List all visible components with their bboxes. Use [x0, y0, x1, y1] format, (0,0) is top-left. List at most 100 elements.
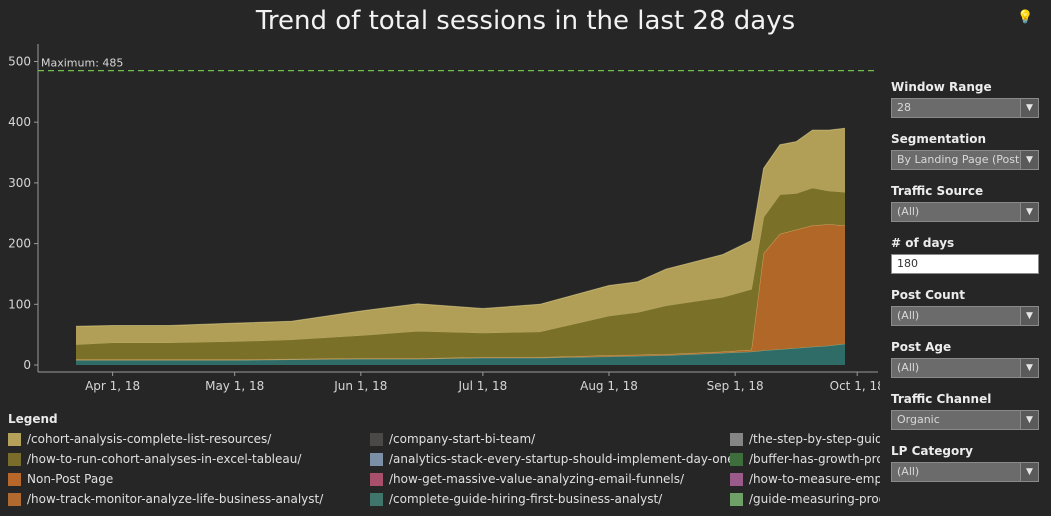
legend-swatch	[8, 472, 21, 486]
dropdown-value: By Landing Page (Post)	[897, 153, 1024, 166]
legend-column: /company-start-bi-team/ /analytics-stack-…	[370, 429, 739, 509]
filter-panel: Window Range 28 ▼ Segmentation By Landing Pa…	[891, 80, 1041, 496]
y-tick-label: 0	[23, 358, 31, 372]
legend-label: /how-track-monitor-analyze-life-business…	[27, 492, 324, 506]
x-tick-label: Jul 1, 18	[457, 379, 507, 393]
legend-swatch	[730, 452, 743, 466]
filter-label: Post Age	[891, 340, 952, 354]
filter-label: Traffic Source	[891, 184, 984, 198]
traffic-source-dropdown[interactable]: (All) ▼	[891, 202, 1039, 222]
chevron-down-icon[interactable]: ▼	[1020, 151, 1038, 169]
chevron-down-icon[interactable]: ▼	[1020, 411, 1038, 429]
filter-label: Traffic Channel	[891, 392, 992, 406]
filter-label: Segmentation	[891, 132, 987, 146]
legend-swatch	[730, 432, 743, 446]
legend-item[interactable]: /the-step-by-step-guide	[730, 429, 880, 449]
x-tick-label: Sep 1, 18	[707, 379, 764, 393]
lightbulb-icon[interactable]: 💡	[1017, 10, 1034, 25]
legend-swatch	[8, 492, 21, 506]
dropdown-value: (All)	[897, 361, 920, 374]
legend-item[interactable]: Non-Post Page	[8, 469, 323, 489]
traffic-channel-dropdown[interactable]: Organic ▼	[891, 410, 1039, 430]
legend-item[interactable]: /cohort-analysis-complete-list-resources…	[8, 429, 323, 449]
chevron-down-icon[interactable]: ▼	[1020, 99, 1038, 117]
legend-label: /how-get-massive-value-analyzing-email-f…	[389, 472, 685, 486]
area-series	[76, 343, 845, 365]
dropdown-value: 28	[897, 101, 911, 114]
legend-column: /the-step-by-step-guide/buffer-has-growt…	[730, 429, 880, 509]
legend-item[interactable]: /analytics-stack-every-startup-should-im…	[370, 449, 739, 469]
post-age-dropdown[interactable]: (All) ▼	[891, 358, 1039, 378]
segmentation-dropdown[interactable]: By Landing Page (Post) ▼	[891, 150, 1039, 170]
chart-title: Trend of total sessions in the last 28 d…	[255, 6, 796, 36]
dropdown-value: Organic	[897, 413, 940, 426]
legend-item[interactable]: /how-to-measure-emplo	[730, 469, 880, 489]
filter-traffic_source: Traffic Source (All) ▼	[891, 184, 1041, 236]
legend-item[interactable]: /company-start-bi-team/	[370, 429, 739, 449]
x-tick-label: Apr 1, 18	[85, 379, 140, 393]
legend-swatch	[730, 492, 743, 506]
x-tick-label: Aug 1, 18	[580, 379, 638, 393]
legend-swatch	[370, 452, 383, 466]
legend-label: /how-to-measure-emplo	[749, 472, 880, 486]
legend-item[interactable]: /guide-measuring-prod	[730, 489, 880, 509]
num-days-input[interactable]: 180	[891, 254, 1039, 274]
filter-window_range: Window Range 28 ▼	[891, 80, 1041, 132]
legend-swatch	[370, 492, 383, 506]
legend-swatch	[8, 432, 21, 446]
legend-label: /guide-measuring-prod	[749, 492, 880, 506]
area-chart: 0 100 200 300 400 500 Apr 1, 18 May 1, 18 Jun 1,…	[8, 44, 880, 393]
dropdown-value: (All)	[897, 205, 920, 218]
legend-label: /company-start-bi-team/	[389, 432, 536, 446]
chevron-down-icon[interactable]: ▼	[1020, 307, 1038, 325]
filter-post_count: Post Count (All) ▼	[891, 288, 1041, 340]
legend-column: /cohort-analysis-complete-list-resources…	[8, 429, 323, 509]
filter-traffic_channel: Traffic Channel Organic ▼	[891, 392, 1041, 444]
area-series	[76, 224, 845, 361]
filter-label: LP Category	[891, 444, 973, 458]
legend-label: /cohort-analysis-complete-list-resources…	[27, 432, 272, 446]
legend-label: /complete-guide-hiring-first-business-an…	[389, 492, 663, 506]
legend-title: Legend	[8, 412, 58, 426]
legend-swatch	[370, 472, 383, 486]
legend-item[interactable]: /how-track-monitor-analyze-life-business…	[8, 489, 323, 509]
window-range-dropdown[interactable]: 28 ▼	[891, 98, 1039, 118]
post-count-dropdown[interactable]: (All) ▼	[891, 306, 1039, 326]
legend-label: /the-step-by-step-guide	[749, 432, 880, 446]
legend-label: /buffer-has-growth-pro	[749, 452, 880, 466]
chevron-down-icon[interactable]: ▼	[1020, 359, 1038, 377]
x-tick-label: Oct 1, 18	[830, 379, 880, 393]
lp-category-dropdown[interactable]: (All) ▼	[891, 462, 1039, 482]
legend-item[interactable]: /complete-guide-hiring-first-business-an…	[370, 489, 739, 509]
filter-label: Post Count	[891, 288, 965, 302]
dropdown-value: (All)	[897, 309, 920, 322]
chevron-down-icon[interactable]: ▼	[1020, 203, 1038, 221]
legend-item[interactable]: /how-get-massive-value-analyzing-email-f…	[370, 469, 739, 489]
legend-swatch	[370, 432, 383, 446]
filter-label: Window Range	[891, 80, 992, 94]
legend-item[interactable]: /how-to-run-cohort-analyses-in-excel-tab…	[8, 449, 323, 469]
legend-swatch	[8, 452, 21, 466]
y-tick-label: 400	[8, 115, 31, 129]
legend-label: /how-to-run-cohort-analyses-in-excel-tab…	[27, 452, 302, 466]
y-tick-label: 100	[8, 297, 31, 311]
legend: Legend /cohort-analysis-complete-list-re…	[8, 412, 880, 516]
filter-segmentation: Segmentation By Landing Page (Post) ▼	[891, 132, 1041, 184]
filter-num_days: # of days 180	[891, 236, 1041, 288]
legend-label: Non-Post Page	[27, 472, 114, 486]
chevron-down-icon[interactable]: ▼	[1020, 463, 1038, 481]
filter-post_age: Post Age (All) ▼	[891, 340, 1041, 392]
y-tick-label: 500	[8, 55, 31, 69]
y-tick-label: 300	[8, 176, 31, 190]
area-series	[76, 187, 845, 360]
dropdown-value: (All)	[897, 465, 920, 478]
area-series	[76, 128, 845, 345]
x-tick-label: May 1, 18	[205, 379, 264, 393]
filter-label: # of days	[891, 236, 955, 250]
legend-swatch	[730, 472, 743, 486]
x-tick-label: Jun 1, 18	[333, 379, 387, 393]
y-tick-label: 200	[8, 237, 31, 251]
series-line	[75, 127, 846, 327]
max-reference-label: Maximum: 485	[41, 57, 123, 70]
legend-item[interactable]: /buffer-has-growth-pro	[730, 449, 880, 469]
